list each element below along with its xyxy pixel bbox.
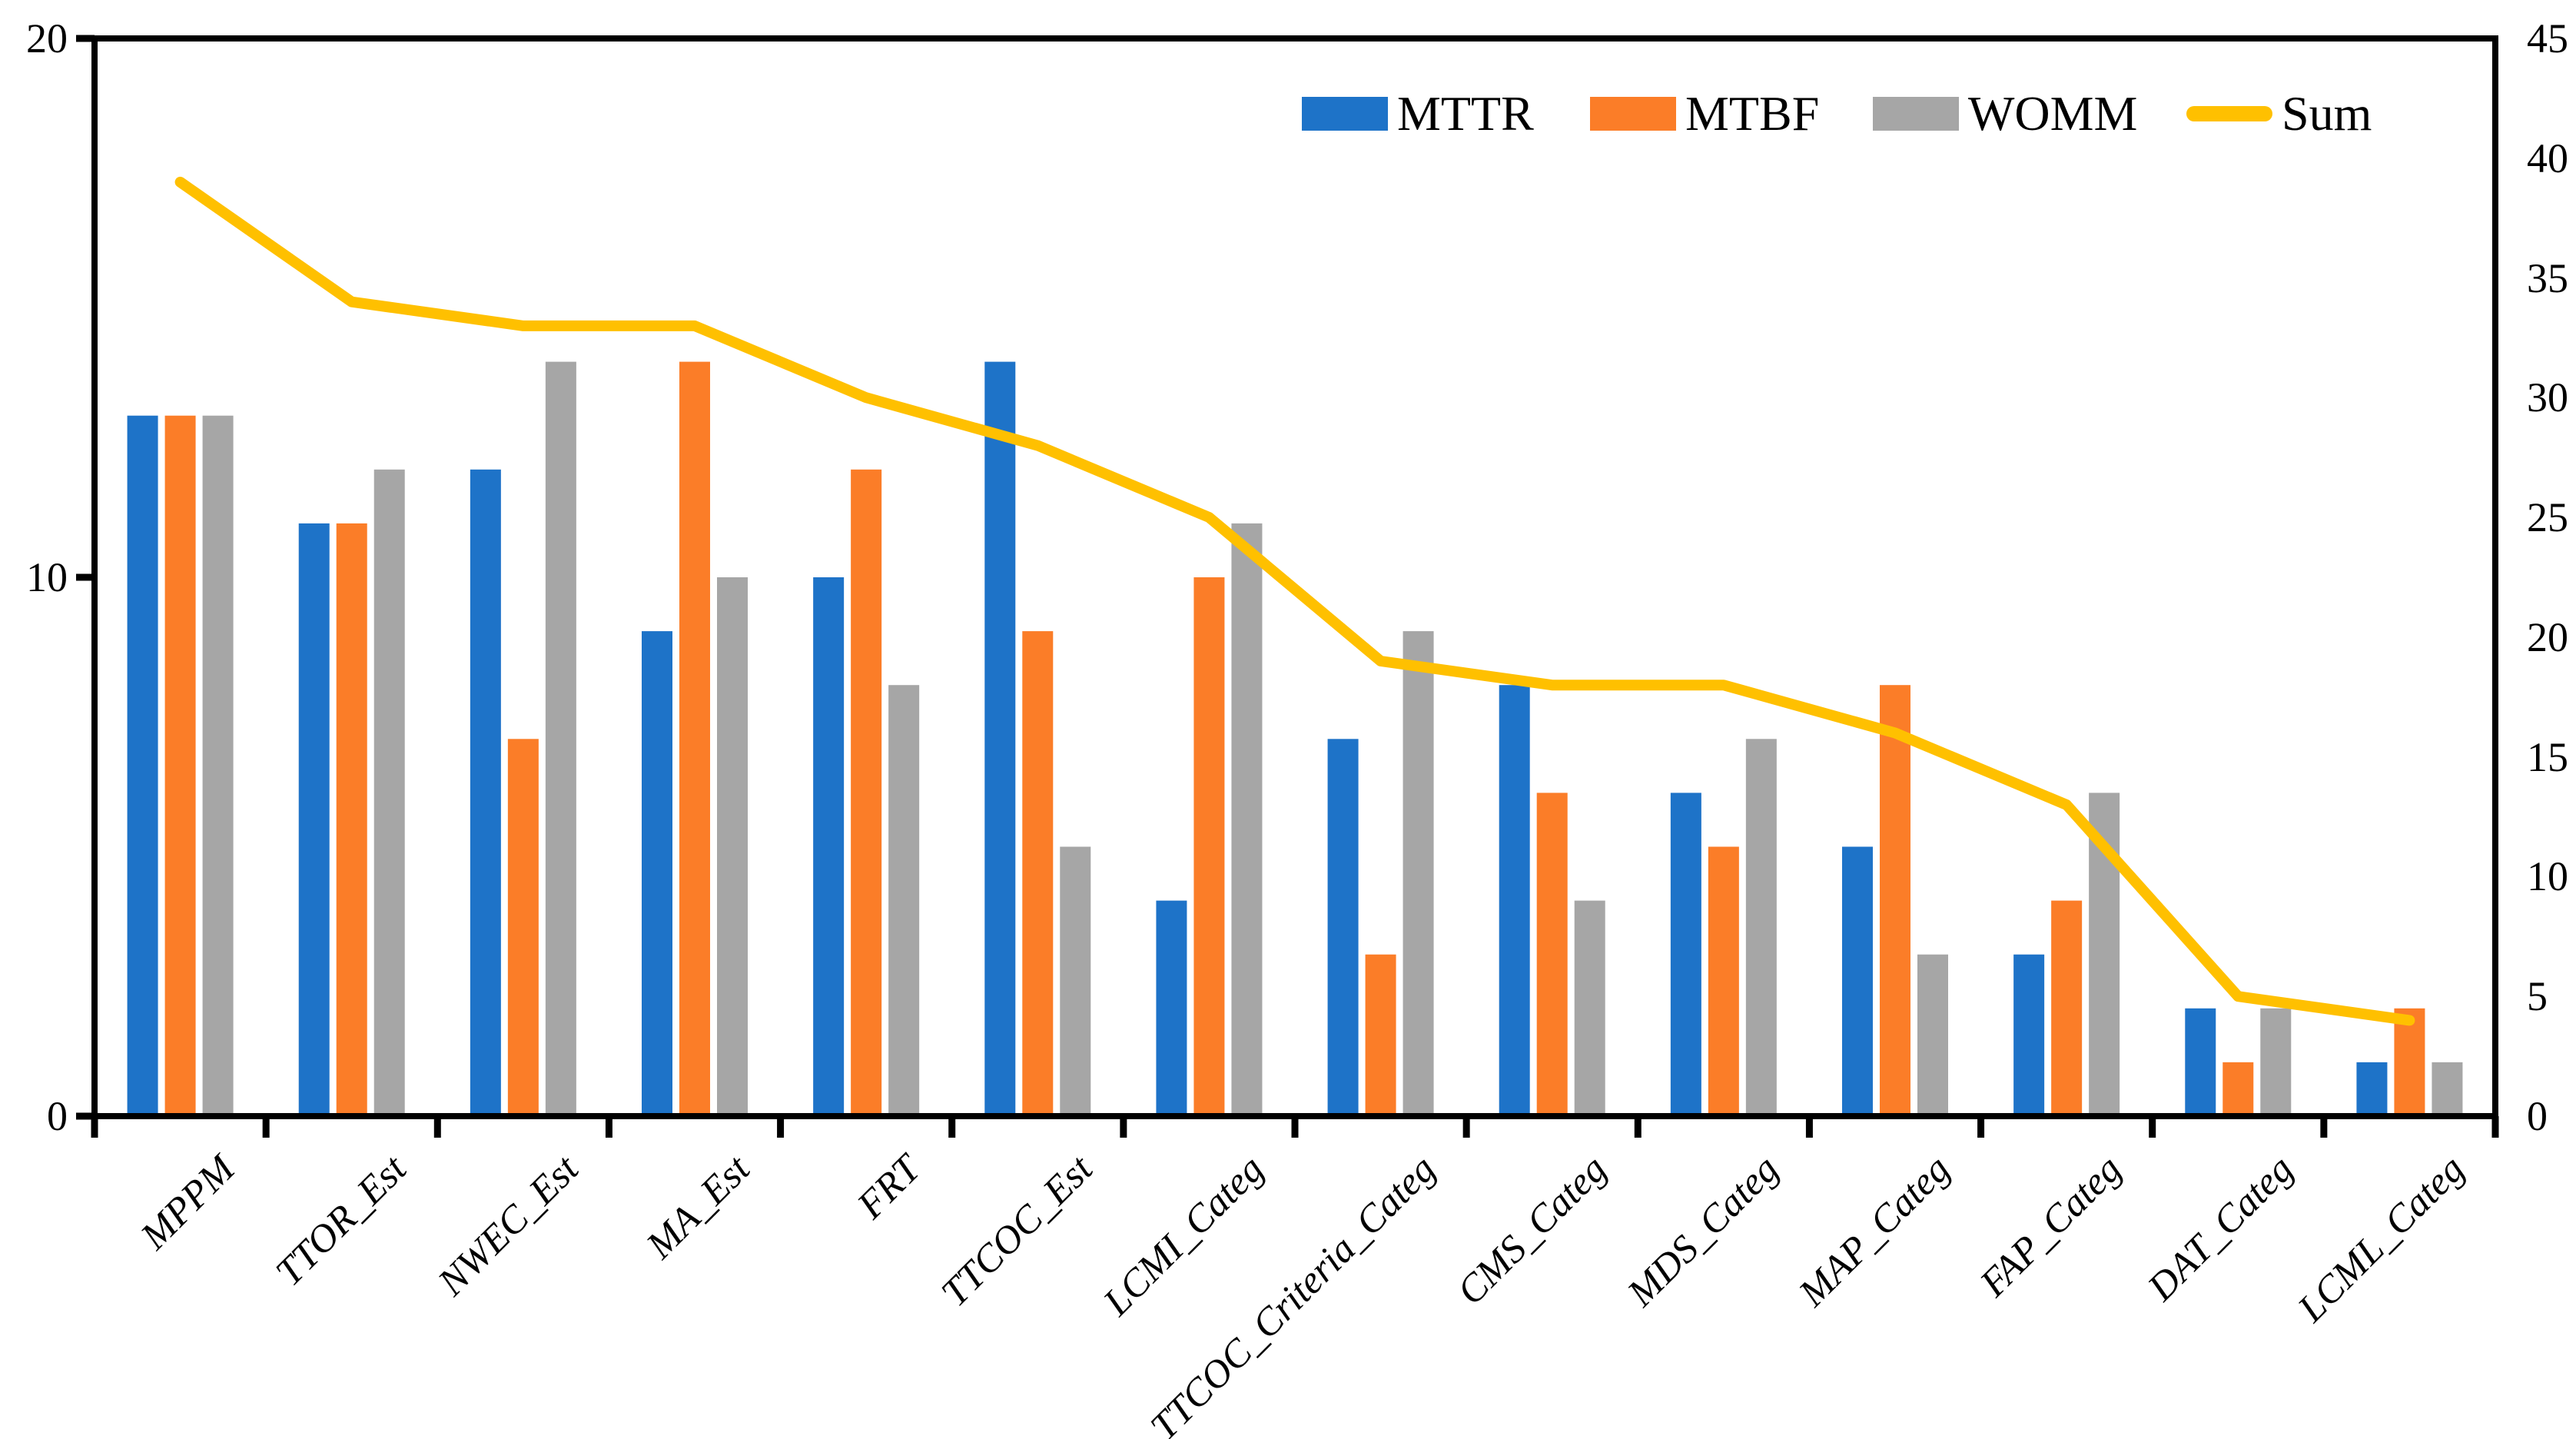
- bar-mtbf-fap_categ: [2051, 900, 2083, 1116]
- bar-womm-cms_categ: [1574, 900, 1605, 1116]
- legend-label: WOMM: [1968, 86, 2138, 141]
- bar-mtbf-lcml_categ: [2394, 1008, 2425, 1116]
- bar-mttr-map_categ: [1842, 846, 1873, 1116]
- legend-label: MTTR: [1397, 86, 1534, 141]
- legend-item-womm: WOMM: [1873, 83, 2137, 145]
- bar-mtbf-lcmi_categ: [1193, 577, 1225, 1116]
- bar-mttr-nwec_est: [470, 469, 501, 1116]
- bar-mtbf-ma_est: [679, 361, 710, 1117]
- right-axis-tick-label: 0: [2527, 1093, 2548, 1139]
- bar-mtbf-nwec_est: [507, 739, 539, 1116]
- bar-womm-ma_est: [717, 577, 748, 1116]
- right-axis-tick-label: 15: [2527, 733, 2568, 780]
- bar-mttr-ma_est: [642, 631, 672, 1116]
- bar-womm-lcml_categ: [2432, 1062, 2463, 1116]
- left-axis-tick-label: 20: [26, 15, 68, 61]
- right-axis-tick-label: 45: [2527, 15, 2568, 61]
- bar-mttr-dat_categ: [2185, 1008, 2216, 1116]
- right-axis-tick-label: 5: [2527, 973, 2548, 1020]
- legend-swatch-mttr: [1302, 97, 1388, 131]
- bar-mtbf-ttcoc_criteria_categ: [1365, 954, 1396, 1116]
- bar-mttr-lcml_categ: [2356, 1062, 2388, 1116]
- bar-womm-ttcoc_est: [1060, 846, 1091, 1116]
- left-axis-tick-label: 0: [47, 1093, 68, 1139]
- bar-mttr-ttor_est: [298, 523, 330, 1116]
- bar-mttr-frt: [813, 577, 845, 1116]
- legend-swatch-womm: [1873, 97, 1959, 131]
- bar-mttr-cms_categ: [1499, 685, 1530, 1116]
- plot-frame: [91, 35, 2498, 1119]
- legend-swatch-sum: [2186, 106, 2272, 121]
- left-axis-tick-label: 10: [26, 554, 68, 600]
- bar-mtbf-ttcoc_est: [1022, 631, 1054, 1116]
- right-axis-tick-label: 20: [2527, 613, 2568, 660]
- bar-womm-ttor_est: [373, 469, 405, 1116]
- bar-womm-map_categ: [1917, 954, 1948, 1116]
- bar-womm-lcmi_categ: [1231, 523, 1263, 1116]
- bar-womm-mppm: [202, 415, 234, 1116]
- sum-line: [174, 176, 2415, 1026]
- legend-item-mttr: MTTR: [1302, 83, 1534, 145]
- bar-mttr-lcmi_categ: [1156, 900, 1187, 1116]
- bar-mttr-fap_categ: [2013, 954, 2045, 1116]
- bar-mtbf-mppm: [164, 415, 196, 1116]
- bar-mttr-ttcoc_est: [984, 361, 1016, 1117]
- bar-womm-nwec_est: [545, 361, 576, 1117]
- bar-womm-frt: [888, 685, 920, 1116]
- legend-item-sum: Sum: [2186, 83, 2372, 145]
- bar-womm-dat_categ: [2260, 1008, 2292, 1116]
- bar-mtbf-frt: [851, 469, 882, 1116]
- bar-womm-ttcoc_criteria_categ: [1403, 631, 1434, 1116]
- bar-womm-mds_categ: [1745, 739, 1777, 1116]
- bar-mtbf-dat_categ: [2222, 1062, 2254, 1116]
- right-axis-tick-label: 30: [2527, 374, 2568, 421]
- right-axis-tick-label: 25: [2527, 494, 2568, 541]
- bar-mttr-mppm: [127, 415, 158, 1116]
- legend-item-mtbf: MTBF: [1590, 83, 1819, 145]
- right-axis-tick-label: 35: [2527, 254, 2568, 301]
- bar-mtbf-cms_categ: [1536, 793, 1568, 1116]
- right-axis-tick-label: 10: [2527, 853, 2568, 900]
- legend-label: Sum: [2282, 86, 2372, 141]
- legend-label: MTBF: [1685, 86, 1820, 141]
- right-axis-tick-label: 40: [2527, 135, 2568, 181]
- bar-mtbf-ttor_est: [336, 523, 367, 1116]
- bar-mttr-mds_categ: [1670, 793, 1701, 1116]
- bar-mttr-ttcoc_criteria_categ: [1327, 739, 1359, 1116]
- bar-mtbf-mds_categ: [1708, 846, 1739, 1116]
- legend-swatch-mtbf: [1590, 97, 1676, 131]
- bar-mtbf-map_categ: [1880, 685, 1910, 1116]
